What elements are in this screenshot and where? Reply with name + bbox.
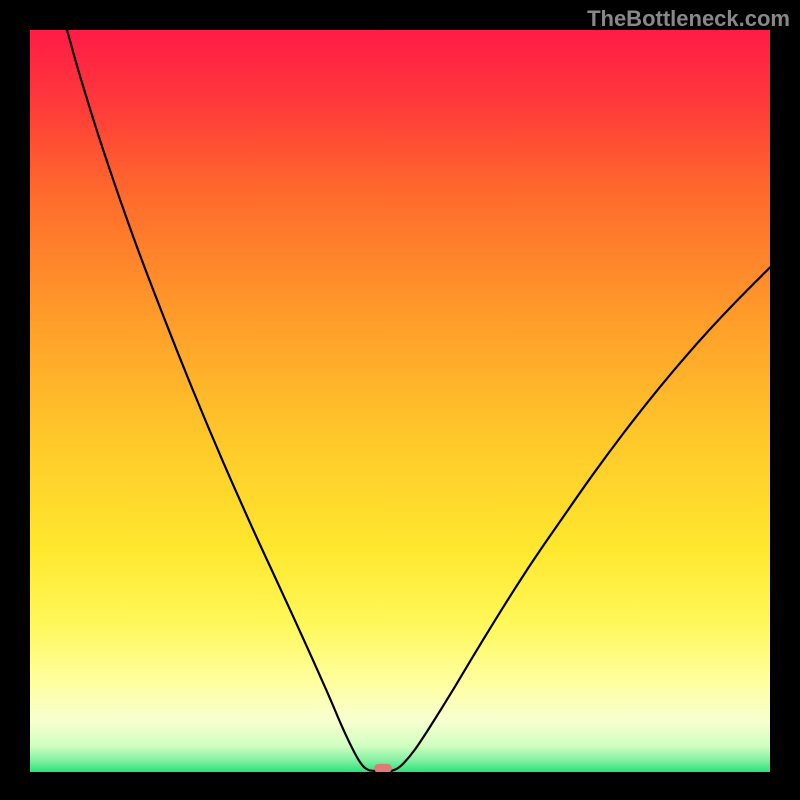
frame-border-bottom [0,772,800,800]
watermark-text: TheBottleneck.com [587,6,790,32]
plot-area [30,30,770,772]
frame-border-right [770,0,800,800]
plot-background-gradient [30,30,770,772]
plot-svg [30,30,770,772]
frame-border-left [0,0,30,800]
